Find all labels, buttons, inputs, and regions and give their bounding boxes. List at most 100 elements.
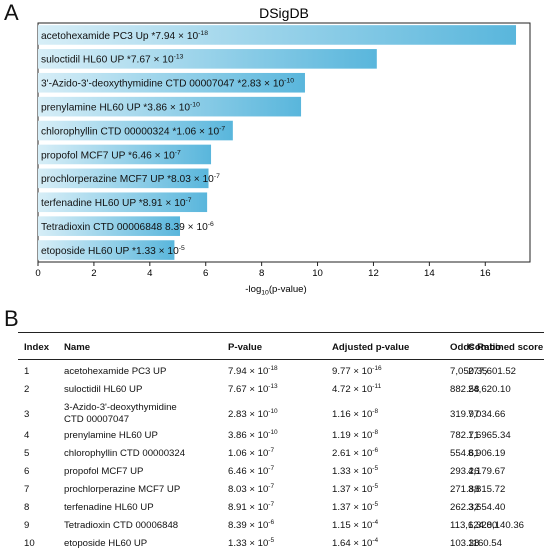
bar bbox=[38, 240, 175, 260]
row-index: 1 bbox=[24, 366, 30, 377]
x-tick-label: 12 bbox=[368, 268, 379, 279]
header-p-value: P-value bbox=[228, 342, 263, 353]
row-combined-score: 1,328,140.36 bbox=[468, 520, 525, 531]
row-odds-ratio: 319.97 bbox=[450, 409, 480, 420]
row-adjusted-p-value: 9.77 × 10-16 bbox=[332, 365, 382, 377]
bar bbox=[38, 216, 181, 236]
row-name: 3-Azido-3'-deoxythymidine bbox=[64, 402, 177, 413]
row-adjusted-p-value: 2.61 × 10-6 bbox=[332, 447, 379, 459]
row-p-value: 1.33 × 10-5 bbox=[228, 537, 275, 549]
chart-title: DSigDB bbox=[259, 5, 309, 21]
bar-chart: DSigDB acetohexamide PC3 Up *7.94 × 10-18… bbox=[35, 5, 531, 297]
row-name: propofol MCF7 UP bbox=[64, 466, 144, 477]
bar bbox=[38, 96, 302, 117]
table-top-rule bbox=[18, 332, 544, 333]
row-odds-ratio: 782.71 bbox=[450, 430, 480, 441]
row-combined-score: 277,601.52 bbox=[468, 366, 517, 377]
row-odds-ratio: 7,050.35 bbox=[450, 366, 488, 377]
row-odds-ratio: 103.38 bbox=[450, 538, 480, 549]
bar-label: prochlorperazine MCF7 UP *8.03 × 10-7 bbox=[41, 173, 220, 185]
bar bbox=[38, 25, 517, 45]
row-index: 9 bbox=[24, 520, 30, 531]
header-index: Index bbox=[24, 342, 50, 353]
row-p-value: 2.83 × 10-10 bbox=[228, 408, 278, 420]
x-tick-label: 6 bbox=[203, 268, 208, 279]
row-index: 5 bbox=[24, 448, 30, 459]
bar-label: 3'-Azido-3'-deoxythymidine CTD 00007047 … bbox=[41, 78, 294, 90]
row-p-value: 1.06 × 10-7 bbox=[228, 447, 275, 459]
row-p-value: 8.91 × 10-7 bbox=[228, 501, 275, 513]
bar-label: chlorophyllin CTD 00000324 *1.06 × 10-7 bbox=[41, 125, 225, 137]
bar bbox=[38, 144, 212, 165]
row-name: acetohexamide PC3 UP bbox=[64, 366, 167, 377]
row-adjusted-p-value: 1.33 × 10-5 bbox=[332, 465, 379, 477]
row-p-value: 6.46 × 10-7 bbox=[228, 465, 275, 477]
header-adjusted-p-value: Adjusted p-value bbox=[332, 342, 410, 353]
x-tick-label: 4 bbox=[147, 268, 153, 279]
row-adjusted-p-value: 1.19 × 10-8 bbox=[332, 429, 379, 441]
row-name: prenylamine HL60 UP bbox=[64, 430, 158, 441]
row-name: chlorophyllin CTD 00000324 bbox=[64, 448, 186, 459]
bar-label: terfenadine HL60 UP *8.91 × 10-7 bbox=[41, 197, 192, 209]
bar bbox=[38, 72, 305, 93]
row-combined-score: 7,034.66 bbox=[468, 409, 506, 420]
bar bbox=[38, 49, 377, 69]
row-combined-score: 3,815.72 bbox=[468, 484, 506, 495]
row-index: 7 bbox=[24, 484, 30, 495]
row-combined-score: 8,906.19 bbox=[468, 448, 506, 459]
x-tick-label: 8 bbox=[259, 268, 264, 279]
bar-label: etoposide HL60 UP *1.33 × 10-5 bbox=[41, 245, 185, 257]
row-name: terfenadine HL60 UP bbox=[64, 502, 154, 513]
row-odds-ratio: 262.32 bbox=[450, 502, 480, 513]
row-combined-score: 24,620.10 bbox=[468, 384, 511, 395]
row-p-value: 8.03 × 10-7 bbox=[228, 483, 275, 495]
bar-label: propofol MCF7 UP *6.46 × 10-7 bbox=[41, 149, 181, 161]
row-adjusted-p-value: 1.15 × 10-4 bbox=[332, 519, 379, 531]
bar bbox=[38, 120, 233, 141]
panel-label-b: B bbox=[4, 306, 19, 331]
header-name: Name bbox=[64, 342, 91, 353]
bar-label: Tetradioxin CTD 00006848 8.39 × 10-6 bbox=[41, 221, 214, 233]
row-p-value: 8.39 × 10-6 bbox=[228, 519, 275, 531]
row-name: Tetradioxin CTD 00006848 bbox=[64, 520, 179, 531]
row-p-value: 3.86 × 10-10 bbox=[228, 429, 278, 441]
row-odds-ratio: 882.58 bbox=[450, 384, 480, 395]
x-tick-label: 10 bbox=[312, 268, 323, 279]
row-odds-ratio: 293.26 bbox=[450, 466, 480, 477]
row-adjusted-p-value: 4.72 × 10-11 bbox=[332, 383, 382, 395]
row-index: 10 bbox=[24, 538, 35, 549]
x-tick-label: 14 bbox=[424, 268, 435, 279]
bar bbox=[38, 192, 208, 213]
row-combined-score: 1,6965.34 bbox=[468, 430, 511, 441]
row-index: 8 bbox=[24, 502, 30, 513]
panel-label-a: A bbox=[4, 0, 19, 25]
row-odds-ratio: 113,624.00 bbox=[450, 520, 498, 531]
bar-label: prenylamine HL60 UP *3.86 × 10-10 bbox=[41, 101, 200, 113]
x-axis-label: -log10(p-value) bbox=[245, 284, 306, 297]
row-p-value: 7.67 × 10-13 bbox=[228, 383, 278, 395]
row-index: 2 bbox=[24, 384, 30, 395]
row-combined-score: 4,179.67 bbox=[468, 466, 506, 477]
row-name: suloctidil HL60 UP bbox=[64, 384, 143, 395]
bar bbox=[38, 168, 209, 189]
row-adjusted-p-value: 1.37 × 10-5 bbox=[332, 501, 379, 513]
bar-label: acetohexamide PC3 Up *7.94 × 10-18 bbox=[41, 30, 208, 42]
plot-frame bbox=[37, 22, 531, 263]
row-index: 3 bbox=[24, 409, 30, 420]
header-combined-score: Combined score bbox=[468, 342, 544, 353]
row-combined-score: 3,654.40 bbox=[468, 502, 506, 513]
header-odds-ratio: Odds Ratio bbox=[450, 342, 502, 353]
row-adjusted-p-value: 1.64 × 10-4 bbox=[332, 537, 379, 549]
row-index: 4 bbox=[24, 430, 30, 441]
x-tick-label: 2 bbox=[91, 268, 96, 279]
row-name: prochlorperazine MCF7 UP bbox=[64, 484, 181, 495]
row-odds-ratio: 271.88 bbox=[450, 484, 480, 495]
row-name: CTD 00007047 bbox=[64, 414, 130, 425]
x-tick-label: 16 bbox=[480, 268, 491, 279]
row-adjusted-p-value: 1.37 × 10-5 bbox=[332, 483, 379, 495]
row-name: etoposide HL60 UP bbox=[64, 538, 148, 549]
row-odds-ratio: 554.61 bbox=[450, 448, 480, 459]
row-index: 6 bbox=[24, 466, 30, 477]
bar-label: suloctidil HL60 UP *7.67 × 10-13 bbox=[41, 54, 184, 66]
row-combined-score: 1160.54 bbox=[468, 538, 502, 549]
